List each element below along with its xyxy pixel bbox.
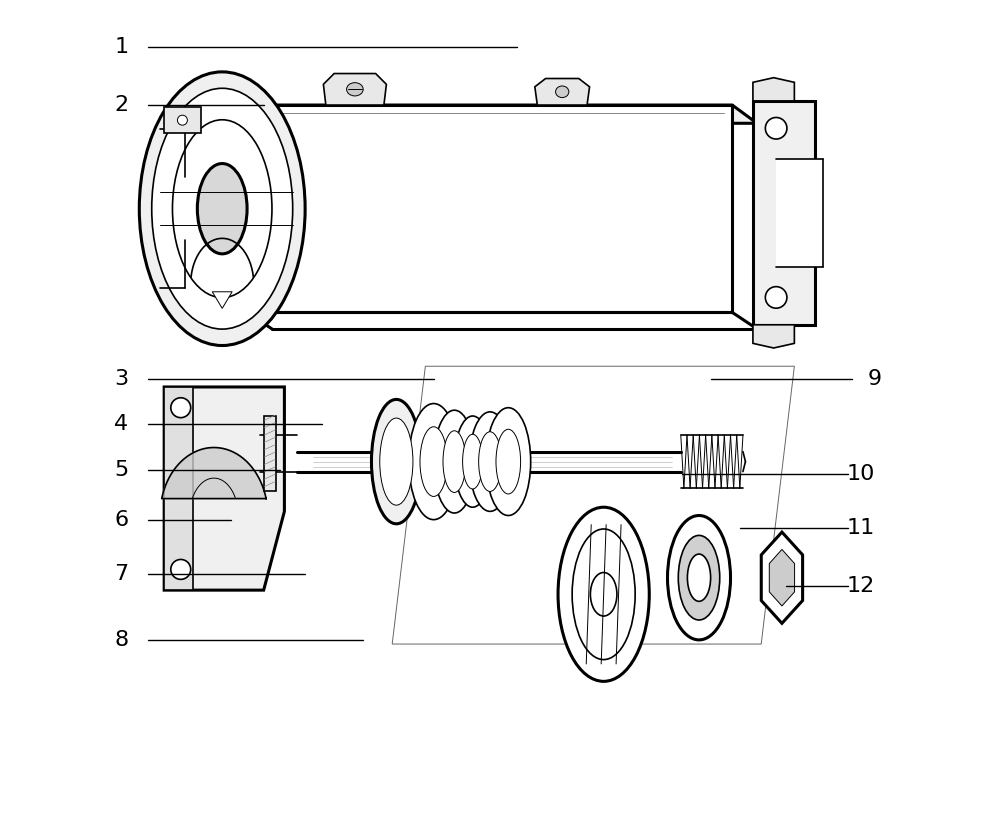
Polygon shape — [753, 101, 815, 324]
Ellipse shape — [454, 416, 491, 508]
Ellipse shape — [558, 508, 649, 681]
Ellipse shape — [687, 554, 711, 602]
Polygon shape — [753, 77, 794, 101]
Text: 1: 1 — [114, 37, 129, 57]
Text: 12: 12 — [847, 576, 875, 596]
Ellipse shape — [572, 529, 635, 660]
Text: 9: 9 — [867, 369, 881, 389]
Ellipse shape — [463, 434, 483, 489]
Ellipse shape — [380, 418, 413, 505]
Ellipse shape — [371, 399, 421, 524]
Ellipse shape — [172, 120, 272, 298]
Ellipse shape — [139, 72, 305, 345]
Text: 2: 2 — [114, 95, 129, 115]
Ellipse shape — [171, 559, 191, 579]
Ellipse shape — [678, 536, 720, 620]
Polygon shape — [164, 387, 284, 590]
Polygon shape — [776, 159, 819, 267]
Text: 10: 10 — [846, 464, 875, 484]
Polygon shape — [264, 416, 276, 491]
Ellipse shape — [409, 404, 459, 520]
Polygon shape — [212, 292, 232, 309]
Polygon shape — [247, 105, 732, 312]
Ellipse shape — [668, 516, 731, 640]
Ellipse shape — [443, 431, 466, 493]
Ellipse shape — [486, 408, 531, 516]
Ellipse shape — [469, 412, 511, 512]
Ellipse shape — [347, 82, 363, 96]
Polygon shape — [247, 105, 757, 123]
Text: 7: 7 — [114, 563, 129, 583]
Text: 3: 3 — [114, 369, 129, 389]
Ellipse shape — [765, 117, 787, 139]
Ellipse shape — [420, 427, 447, 497]
Text: 5: 5 — [114, 460, 129, 480]
Polygon shape — [535, 78, 590, 105]
Ellipse shape — [765, 287, 787, 308]
Ellipse shape — [177, 115, 187, 125]
Polygon shape — [769, 549, 795, 606]
Polygon shape — [162, 448, 266, 498]
Polygon shape — [753, 324, 794, 348]
Text: 8: 8 — [114, 630, 129, 650]
Ellipse shape — [152, 88, 293, 329]
Polygon shape — [761, 532, 803, 623]
Polygon shape — [164, 106, 201, 133]
Ellipse shape — [556, 86, 569, 97]
Ellipse shape — [197, 164, 247, 254]
Ellipse shape — [479, 432, 501, 492]
Ellipse shape — [171, 398, 191, 418]
Ellipse shape — [496, 429, 521, 494]
Text: 11: 11 — [847, 518, 875, 538]
Ellipse shape — [590, 572, 617, 616]
Polygon shape — [222, 72, 247, 345]
Polygon shape — [164, 387, 193, 590]
Text: 6: 6 — [114, 510, 129, 530]
Ellipse shape — [434, 410, 475, 513]
Polygon shape — [323, 73, 386, 105]
Text: 4: 4 — [114, 414, 129, 434]
